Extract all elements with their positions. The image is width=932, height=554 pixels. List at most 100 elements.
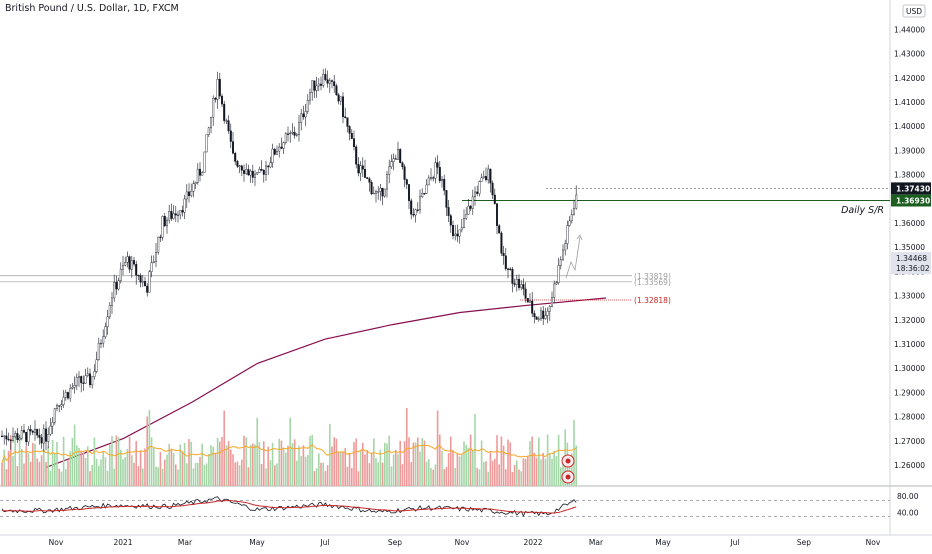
candle-body <box>575 194 578 209</box>
volume-bar <box>142 468 144 486</box>
candle-body <box>40 437 43 444</box>
candle-body <box>383 188 386 197</box>
candle-body <box>11 436 14 441</box>
volume-bar <box>401 464 404 486</box>
volume-bar <box>351 468 353 486</box>
candle-body <box>482 176 485 178</box>
candle-body <box>278 146 281 152</box>
time-tick-label: Sep <box>388 538 402 547</box>
volume-bar <box>139 450 142 486</box>
volume-bar <box>67 460 69 486</box>
volume-bar <box>161 468 164 486</box>
volume-bar <box>153 448 155 486</box>
time-tick-label: Mar <box>589 538 604 547</box>
candle-body <box>531 300 534 314</box>
volume-bar <box>469 434 472 486</box>
candle-body <box>181 210 184 213</box>
candle-body <box>368 178 371 183</box>
candle-body <box>207 127 210 135</box>
candle-body <box>434 162 437 179</box>
candle-body <box>7 438 10 441</box>
candle-body <box>401 162 404 167</box>
volume-bar <box>518 469 520 486</box>
price-tick-label: 1.41000 <box>894 98 925 107</box>
candle-body <box>399 149 402 163</box>
volume-bar <box>293 439 296 486</box>
candle-body <box>372 192 375 195</box>
volume-bar <box>232 454 234 486</box>
volume-bar <box>472 450 474 486</box>
volume-bar <box>7 450 10 486</box>
candle-body <box>436 162 439 168</box>
volume-bar <box>346 466 349 486</box>
volume-bar <box>430 467 432 486</box>
candle-body <box>441 178 444 181</box>
volume-bar <box>56 441 58 486</box>
candle-body <box>9 439 12 441</box>
candle-body <box>350 133 353 139</box>
price-tick-label: 1.30000 <box>894 364 925 373</box>
candle-body <box>176 214 179 216</box>
volume-bar <box>5 469 8 486</box>
volume-ma-line <box>1 444 577 463</box>
event-marker[interactable] <box>561 454 575 468</box>
volume-bar <box>298 445 300 486</box>
volume-bar <box>137 466 140 486</box>
volume-bar <box>188 439 190 486</box>
time-axis-layer: Nov 2021 Mar May Jul Sep Nov 2022 Mar May Jul Sep No… <box>49 538 881 547</box>
candle-body <box>126 256 129 263</box>
candle-body <box>509 268 512 270</box>
event-marker[interactable] <box>561 470 575 484</box>
volume-bar <box>388 435 390 486</box>
candle-body <box>414 209 417 216</box>
volume-bar <box>408 437 410 486</box>
candle-body <box>91 376 94 386</box>
candle-body <box>119 268 122 281</box>
candle-body <box>265 165 268 175</box>
candle-body <box>31 430 34 433</box>
candle-body <box>168 211 171 221</box>
candle-body <box>42 428 45 444</box>
volume-bar <box>179 444 181 486</box>
last-price-box <box>891 252 931 275</box>
volume-bar <box>571 453 573 486</box>
volume-bar <box>194 462 197 486</box>
candle-body <box>139 275 142 283</box>
candle-body <box>56 405 59 409</box>
candle-body <box>337 94 340 102</box>
candle-body <box>148 271 151 293</box>
candle-body <box>251 170 254 178</box>
daily-sr-label: Daily S/R <box>841 205 884 216</box>
volume-bar <box>315 468 318 486</box>
candle-body <box>14 433 17 437</box>
candle-body <box>205 134 208 153</box>
volume-bar <box>87 446 89 486</box>
candle-body <box>535 316 538 320</box>
volume-bar <box>428 459 430 486</box>
price-tick-label: 1.32000 <box>894 316 925 325</box>
candle-body <box>64 392 67 398</box>
candle-body <box>324 74 327 80</box>
volume-bar <box>436 410 439 486</box>
candle-body <box>146 285 149 293</box>
rsi-tick-label: 80.00 <box>897 492 919 501</box>
candle-body <box>478 181 481 194</box>
candle-body <box>95 359 98 372</box>
volume-bar <box>49 470 52 486</box>
candle-body <box>84 375 87 384</box>
volume-bar <box>414 442 417 486</box>
price-tick-label: 1.29000 <box>894 388 925 397</box>
candle-body <box>38 434 41 438</box>
volume-bar <box>117 437 120 486</box>
currency-box[interactable] <box>902 4 926 18</box>
candle-body <box>225 120 228 122</box>
candle-body <box>262 170 265 175</box>
volume-bar <box>454 468 456 486</box>
candle-body <box>187 191 190 196</box>
candle-body <box>397 149 400 160</box>
volume-bar <box>150 437 153 486</box>
volume-bar <box>236 461 239 486</box>
volume-bar <box>485 461 487 486</box>
